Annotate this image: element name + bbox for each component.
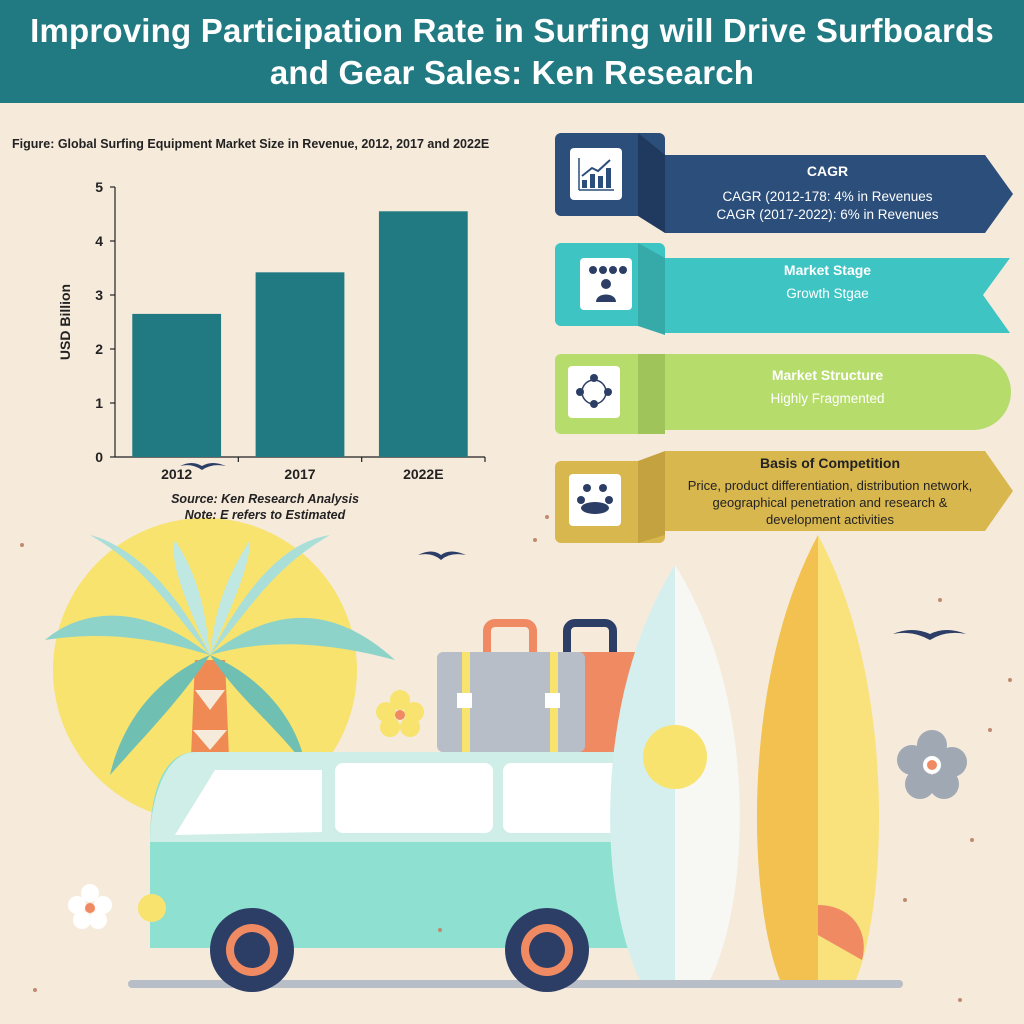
- bar-2012: [132, 313, 222, 457]
- flower-grey: [897, 730, 967, 799]
- card-market-stage-title: Market Stage: [783, 262, 872, 278]
- bar-chart: 0 1 2 3 4 5 2012 2017 2022E USD Billion: [57, 179, 486, 482]
- luggage: [437, 619, 635, 752]
- header-banner: Improving Participation Rate in Surfing …: [0, 0, 1024, 103]
- x-tick-label: 2022E: [403, 466, 443, 482]
- card-basis-line-3: development activities: [766, 512, 894, 527]
- y-tick-label: 0: [95, 449, 103, 465]
- card-cagr-line-2: CAGR (2017-2022): 6% in Revenues: [716, 207, 939, 222]
- van-wheel-rear: [505, 908, 589, 992]
- growth-chart-icon: [570, 148, 622, 200]
- presenter-icon: [580, 258, 632, 310]
- card-cagr-line-1: CAGR (2012-178: 4% in Revenues: [722, 189, 933, 204]
- decor-dots: [20, 416, 1012, 1002]
- page-title: Improving Participation Rate in Surfing …: [30, 11, 994, 91]
- card-market-stage-text: Growth Stgae: [786, 286, 869, 301]
- bird-2: [893, 630, 966, 640]
- x-tick-label: 2012: [161, 466, 192, 482]
- y-tick-label: 3: [95, 287, 103, 303]
- y-tick-label: 5: [95, 179, 103, 195]
- card-basis-line-1: Price, product differentiation, distribu…: [687, 478, 973, 493]
- bar-2017: [255, 272, 345, 457]
- figure-caption: Figure: Global Surfing Equipment Market …: [12, 137, 490, 151]
- card-basis-line-2: geographical penetration and research &: [712, 495, 948, 510]
- card-basis-of-competition: Basis of Competition Price, product diff…: [555, 451, 1015, 545]
- surfboard-white: [610, 565, 740, 980]
- meeting-table-icon: [569, 474, 621, 526]
- source-text: Source: Ken Research Analysis: [171, 492, 359, 506]
- network-people-icon: [568, 366, 620, 418]
- y-tick-label: 2: [95, 341, 103, 357]
- surfboard-yellow: [756, 535, 880, 980]
- y-axis-label: USD Billion: [57, 284, 73, 360]
- bird-1: [418, 551, 466, 560]
- bird-3: [180, 463, 226, 470]
- flower-yellow: [376, 690, 424, 737]
- card-basis-title: Basis of Competition: [759, 455, 900, 471]
- y-tick-label: 4: [95, 233, 103, 249]
- palm-leaves: [45, 535, 395, 775]
- van-wheel-front: [210, 908, 294, 992]
- x-tick-label: 2017: [284, 466, 315, 482]
- note-text: Note: E refers to Estimated: [184, 508, 346, 522]
- camper-van: [128, 752, 903, 992]
- card-market-structure: Market Structure Highly Fragmented: [555, 354, 1015, 436]
- card-market-structure-text: Highly Fragmented: [770, 391, 885, 406]
- card-cagr-title: CAGR: [806, 163, 849, 179]
- card-market-structure-title: Market Structure: [771, 367, 884, 383]
- card-market-stage: Market Stage Growth Stgae: [555, 243, 1015, 335]
- card-cagr: CAGR CAGR (2012-178: 4% in Revenues CAGR…: [555, 133, 1015, 233]
- y-tick-label: 1: [95, 395, 103, 411]
- flower-white: [68, 884, 112, 929]
- bar-2022E: [378, 211, 468, 457]
- chart-source: Source: Ken Research Analysis Note: E re…: [140, 491, 390, 523]
